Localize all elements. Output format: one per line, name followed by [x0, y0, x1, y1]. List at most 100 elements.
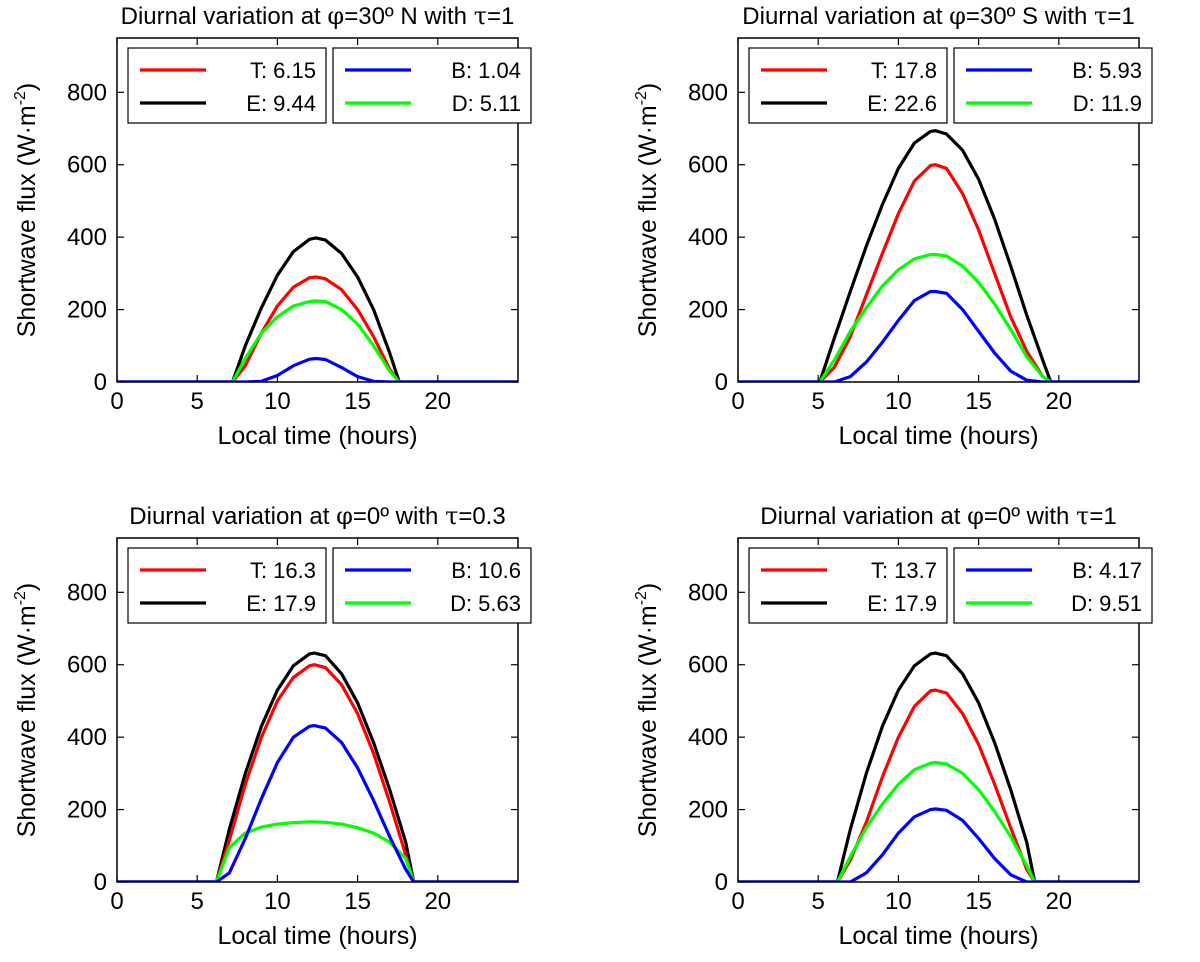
legend-entry-e: E: 22.6 — [867, 91, 937, 116]
legend-box-1: T: 17.8 E: 22.6 — [748, 47, 948, 124]
chart-panel-1: Diurnal variation at φ=30º N with τ=1 0 5 1… — [12, 2, 532, 450]
series-line-e — [738, 129, 1139, 382]
chart-panel-3: Diurnal variation at φ=0º with τ=0.3 0 5 10… — [12, 502, 532, 950]
y-axis-label: Shortwave flux (W·m-2) — [633, 83, 662, 338]
y-tick-label: 200 — [688, 297, 728, 324]
x-tick-label: 15 — [344, 888, 371, 915]
y-tick-label: 400 — [67, 724, 107, 751]
x-tick-label: 0 — [110, 388, 123, 415]
series-line-b — [117, 723, 518, 882]
y-axis-label: Shortwave flux (W·m-2) — [12, 583, 41, 838]
chart-title: Diurnal variation at φ=30º N with τ=1 — [121, 2, 515, 30]
legend-box-2: B: 10.6 D: 5.63 — [332, 547, 532, 624]
y-axis-label: Shortwave flux (W·m-2) — [12, 83, 41, 338]
y-tick-label: 200 — [688, 797, 728, 824]
series-line-e — [738, 651, 1139, 882]
legend-frame — [748, 47, 948, 124]
series-line-e — [117, 236, 518, 382]
series-line-t — [117, 275, 518, 382]
legend-frame — [332, 547, 532, 624]
x-tick-label: 5 — [191, 388, 204, 415]
axes-box — [116, 537, 519, 883]
chart-title: Diurnal variation at φ=0º with τ=1 — [760, 502, 1116, 530]
legend-entry-d: D: 5.11 — [452, 91, 521, 116]
legend-frame — [953, 547, 1153, 624]
legend-entry-t: T: 13.7 — [871, 558, 937, 583]
legend-frame — [953, 47, 1153, 124]
series-group — [117, 651, 518, 882]
series-line-b — [738, 289, 1139, 382]
x-tick-label: 5 — [191, 888, 204, 915]
x-tick-label: 0 — [731, 888, 744, 915]
legend-frame — [127, 47, 327, 124]
y-tick-label: 200 — [67, 797, 107, 824]
legend-box-2: B: 5.93 D: 11.9 — [953, 47, 1153, 124]
legend-entry-t: T: 16.3 — [250, 558, 316, 583]
x-tick-label: 10 — [264, 388, 291, 415]
series-line-t — [117, 663, 518, 882]
legend-entry-b: B: 10.6 — [451, 558, 521, 583]
axes-box — [737, 537, 1140, 883]
x-tick-label: 20 — [1045, 388, 1072, 415]
x-tick-label: 5 — [812, 888, 825, 915]
series-line-b — [738, 807, 1139, 882]
x-tick-label: 15 — [965, 388, 992, 415]
chart-title: Diurnal variation at φ=0º with τ=0.3 — [129, 502, 505, 530]
legend-entry-b: B: 4.17 — [1072, 558, 1142, 583]
legend-entry-d: D: 11.9 — [1073, 91, 1142, 116]
x-tick-label: 10 — [264, 888, 291, 915]
x-tick-label: 15 — [344, 388, 371, 415]
y-tick-label: 600 — [688, 152, 728, 179]
x-axis-label: Local time (hours) — [838, 422, 1038, 450]
y-tick-label: 0 — [715, 869, 728, 896]
series-line-d — [117, 299, 518, 382]
x-tick-label: 15 — [965, 888, 992, 915]
legend-box-2: B: 1.04 D: 5.11 — [332, 47, 532, 124]
series-line-d — [738, 760, 1139, 882]
chart-panel-4: Diurnal variation at φ=0º with τ=1 0 5 10 15… — [633, 502, 1153, 950]
x-axis-label: Local time (hours) — [217, 422, 417, 450]
y-tick-label: 600 — [688, 652, 728, 679]
series-line-d — [738, 252, 1139, 382]
legend-entry-d: D: 9.51 — [1071, 591, 1142, 616]
legend-entry-t: T: 17.8 — [871, 58, 937, 83]
legend-box-1: T: 6.15 E: 9.44 — [127, 47, 327, 124]
y-axis-label: Shortwave flux (W·m-2) — [633, 583, 662, 838]
y-tick-label: 400 — [688, 224, 728, 251]
x-tick-label: 20 — [424, 388, 451, 415]
y-tick-label: 0 — [715, 369, 728, 396]
legend-frame — [332, 47, 532, 124]
x-tick-label: 0 — [110, 888, 123, 915]
y-tick-label: 400 — [688, 724, 728, 751]
legend-entry-e: E: 17.9 — [867, 591, 937, 616]
x-tick-label: 10 — [885, 388, 912, 415]
series-line-e — [117, 651, 518, 882]
y-tick-label: 0 — [94, 869, 107, 896]
chart-title: Diurnal variation at φ=30º S with τ=1 — [742, 2, 1134, 30]
x-tick-label: 20 — [1045, 888, 1072, 915]
x-tick-label: 10 — [885, 888, 912, 915]
legend-box-1: T: 16.3 E: 17.9 — [127, 547, 327, 624]
legend-entry-e: E: 17.9 — [246, 591, 316, 616]
legend-frame — [748, 547, 948, 624]
y-tick-label: 800 — [67, 579, 107, 606]
legend-entry-b: B: 5.93 — [1072, 58, 1142, 83]
series-line-t — [738, 163, 1139, 382]
y-tick-label: 800 — [688, 79, 728, 106]
y-tick-label: 800 — [67, 79, 107, 106]
axes-box — [737, 37, 1140, 383]
legend-entry-d: D: 5.63 — [450, 591, 521, 616]
chart-panel-2: Diurnal variation at φ=30º S with τ=1 0 5 1… — [633, 2, 1153, 450]
legend-entry-b: B: 1.04 — [451, 58, 521, 83]
legend-box-2: B: 4.17 D: 9.51 — [953, 547, 1153, 624]
x-axis-label: Local time (hours) — [838, 922, 1038, 950]
y-tick-label: 400 — [67, 224, 107, 251]
x-tick-label: 20 — [424, 888, 451, 915]
y-tick-label: 200 — [67, 297, 107, 324]
legend-box-1: T: 13.7 E: 17.9 — [748, 547, 948, 624]
x-tick-label: 0 — [731, 388, 744, 415]
y-tick-label: 0 — [94, 369, 107, 396]
legend-entry-t: T: 6.15 — [250, 58, 316, 83]
axes-box — [116, 37, 519, 383]
